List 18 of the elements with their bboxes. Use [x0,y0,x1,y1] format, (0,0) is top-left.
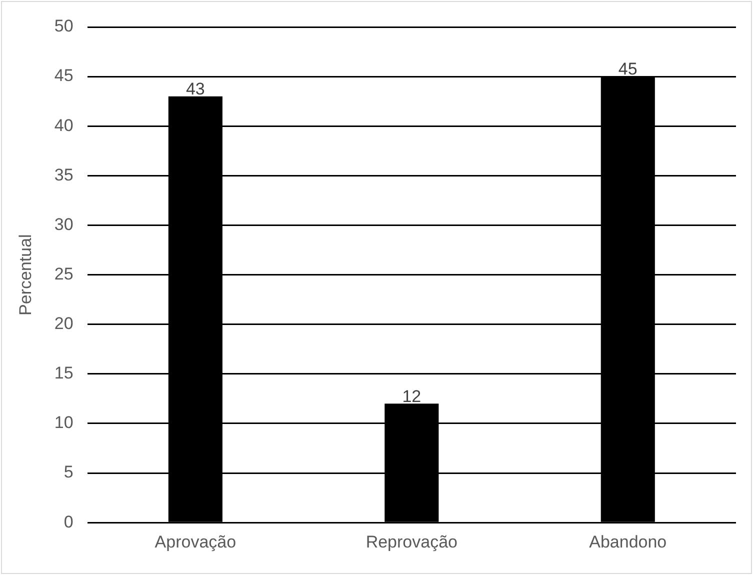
y-tick-label: 30 [54,214,74,234]
x-tick-label: Reprovação [366,532,458,552]
y-tick-label: 10 [54,413,74,432]
y-tick-label: 35 [54,165,74,184]
y-tick-label: 15 [54,364,74,383]
data-label: 12 [402,386,422,406]
y-tick-label: 40 [54,116,74,135]
y-tick-label: 45 [54,66,74,86]
y-axis-title: Percentual [16,234,35,316]
y-tick-label: 5 [64,462,74,482]
y-tick-label: 20 [54,314,74,334]
y-tick-label: 25 [54,264,74,284]
y-tick-label: 0 [64,512,74,532]
x-tick-label: Abandono [589,532,667,552]
data-label: 43 [186,80,205,99]
y-tick-label: 50 [54,16,74,36]
data-label: 45 [618,60,638,79]
x-tick-label: Aprovação [154,532,236,552]
